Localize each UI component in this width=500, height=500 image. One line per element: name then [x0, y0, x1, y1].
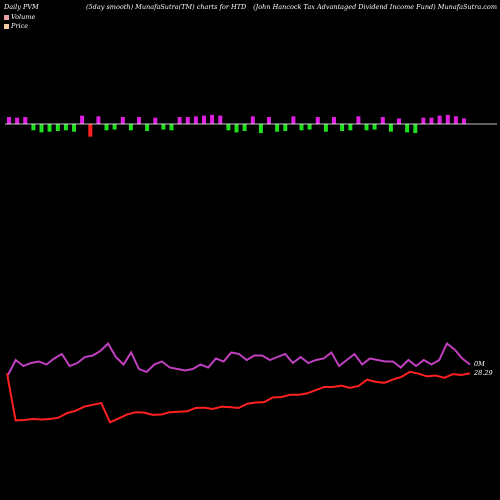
volume-bar — [153, 117, 158, 124]
volume-bar — [364, 124, 369, 131]
volume-bar — [462, 118, 466, 124]
volume-bar — [185, 117, 190, 124]
volume-bar — [437, 115, 442, 124]
volume-bar — [47, 124, 52, 132]
volume-bars — [7, 114, 466, 137]
price-line — [6, 370, 471, 424]
volume-bar — [388, 124, 393, 132]
volume-bar — [258, 124, 263, 134]
volume-bar — [323, 124, 328, 132]
last-volume-label: 0M — [474, 360, 485, 368]
volume-bar — [453, 116, 458, 124]
volume-bar — [413, 124, 418, 134]
volume-bar — [145, 124, 150, 131]
volume-bar — [291, 116, 296, 124]
volume-bar — [348, 124, 353, 131]
volume-bar — [169, 124, 174, 131]
volume-bar — [356, 116, 361, 124]
chart-title: Daily PVM — [4, 3, 39, 11]
chart-subtitle: (5day smooth) MunafaSutra(TM) charts for… — [86, 3, 247, 11]
volume-bar — [112, 124, 117, 130]
volume-bar — [96, 116, 101, 124]
volume-bar — [161, 124, 166, 130]
legend-volume-label: Volume — [11, 13, 36, 21]
legend-price-label: Price — [11, 22, 29, 30]
volume-bar — [226, 124, 231, 131]
legend-volume-swatch — [4, 14, 9, 20]
volume-bar — [39, 124, 44, 133]
volume-bar — [31, 124, 36, 131]
volume-bar — [23, 117, 28, 124]
legend-price-swatch — [4, 23, 9, 29]
volume-bar — [55, 124, 60, 131]
volume-bar — [307, 124, 312, 130]
volume-bar — [80, 115, 85, 124]
volume-line — [7, 341, 471, 376]
volume-bar — [299, 124, 304, 131]
volume-bar — [202, 115, 206, 124]
volume-bar — [421, 117, 426, 124]
volume-bar — [275, 124, 280, 132]
volume-bar — [15, 117, 20, 124]
volume-bar — [177, 117, 182, 124]
volume-bar — [234, 124, 239, 133]
volume-bar — [250, 116, 255, 124]
volume-bar — [445, 114, 450, 124]
volume-bar — [283, 124, 288, 131]
legend-volume: Volume — [4, 13, 35, 21]
volume-bar — [332, 117, 336, 124]
volume-bar — [104, 124, 109, 131]
volume-bar — [340, 124, 345, 131]
volume-bar — [120, 117, 125, 124]
volume-bar — [405, 124, 410, 133]
volume-bar — [210, 114, 215, 124]
volume-bar — [72, 124, 76, 132]
volume-bar — [372, 124, 377, 130]
volume-bar — [218, 115, 223, 124]
volume-bar — [137, 117, 141, 124]
volume-bar — [7, 117, 11, 124]
volume-bar — [429, 117, 434, 124]
last-price-label: 28.29 — [473, 369, 493, 377]
fund-name: (John Hancock Tax Advantaged Dividend In… — [253, 3, 497, 11]
volume-bar — [63, 124, 68, 131]
volume-bar — [380, 117, 385, 124]
volume-bar — [267, 117, 271, 124]
legend-price: Price — [4, 22, 28, 30]
volume-bar — [397, 118, 401, 124]
volume-bar — [315, 117, 320, 124]
volume-bar — [128, 124, 133, 131]
volume-bar — [193, 116, 198, 124]
volume-bar — [88, 124, 93, 137]
volume-bar — [242, 124, 247, 131]
